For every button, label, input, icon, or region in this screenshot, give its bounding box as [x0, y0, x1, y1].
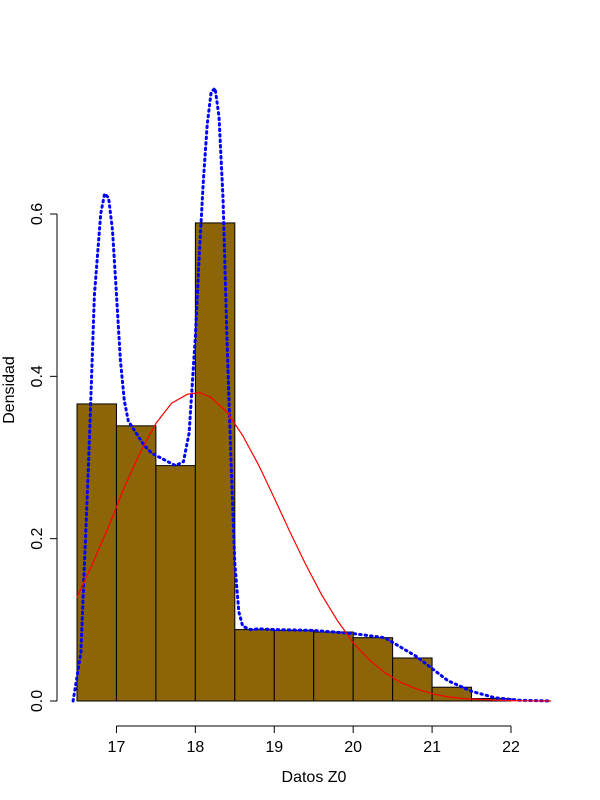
- y-tick-label: 0.2: [29, 527, 46, 549]
- histogram-bar: [392, 657, 433, 702]
- y-axis-title: Densidad: [1, 356, 18, 424]
- normal-density-curve: [76, 392, 552, 702]
- x-tick-label: 20: [344, 739, 362, 756]
- histogram-bar: [313, 631, 354, 702]
- histogram-bar: [115, 425, 157, 702]
- histogram-bar: [273, 629, 315, 702]
- y-tick-label: 0.0: [29, 690, 46, 712]
- x-tick-label: 21: [423, 739, 441, 756]
- x-tick-label: 17: [108, 739, 126, 756]
- histogram-bar: [234, 629, 275, 702]
- y-tick-label: 0.4: [29, 365, 46, 387]
- histogram-bar: [155, 465, 196, 702]
- histogram-bar: [194, 222, 236, 702]
- x-tick-label: 19: [265, 739, 283, 756]
- x-tick-label: 22: [502, 739, 520, 756]
- kernel-density-curve: [71, 86, 552, 703]
- y-axis: 0.0 0.2 0.4 0.6: [29, 203, 58, 712]
- x-axis-title: Datos Z0: [282, 769, 347, 786]
- x-tick-label: 18: [186, 739, 204, 756]
- density-curves: [71, 86, 552, 703]
- histogram-bar: [352, 637, 394, 702]
- x-axis: 17 18 19 20 21 22: [108, 725, 520, 756]
- y-tick-label: 0.6: [29, 203, 46, 225]
